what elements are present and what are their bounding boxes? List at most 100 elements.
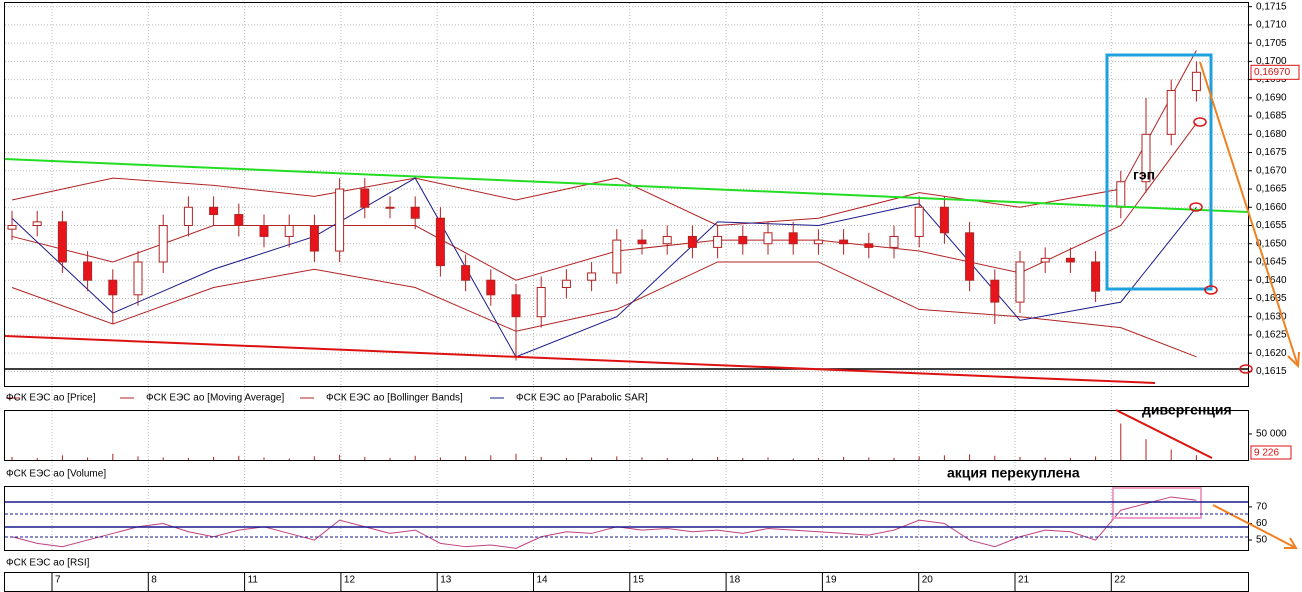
candle-body — [284, 225, 294, 237]
candle-body — [511, 294, 521, 318]
candle-body — [738, 235, 748, 245]
candle-body — [259, 225, 269, 237]
candle-body — [183, 206, 193, 227]
candle-body — [385, 206, 395, 209]
y-tick-label: 50 000 — [1256, 429, 1287, 440]
markers — [1189, 117, 1253, 374]
legend-label: ФСК ЕЭС ао [Bollinger Bands] — [326, 393, 463, 404]
volume-last-label: 9 226 — [1254, 448, 1279, 459]
candle-body — [335, 188, 345, 252]
y-tick-label: 0,1620 — [1256, 348, 1287, 359]
candle-body — [637, 239, 647, 245]
y-tick-label: 0,1690 — [1256, 92, 1287, 103]
y-tick-label: 0,1675 — [1256, 147, 1287, 158]
plot-layer: 0,1615 0,1620 0,1625 0,1630 0,1635 0,1640 0,16… — [5, 1, 1300, 591]
candle-body — [914, 206, 924, 237]
rsi-line — [11, 496, 1197, 549]
candle-body — [133, 261, 143, 296]
y-tick-label: 0,1645 — [1256, 257, 1287, 268]
candle-body — [1065, 257, 1075, 263]
y-tick-label: 70 — [1256, 502, 1268, 513]
y-tick-label: 0,1710 — [1256, 20, 1287, 31]
candle-body — [889, 235, 899, 248]
y-tick-label: 0,1665 — [1256, 184, 1287, 195]
gap-box — [1105, 53, 1213, 291]
candle-body — [57, 221, 67, 263]
x-tick-label: 20 — [922, 575, 934, 586]
last-price-box — [1250, 64, 1300, 80]
x-tick-label: 13 — [440, 575, 452, 586]
y-tick-label: 0,1700 — [1256, 56, 1287, 67]
y-tick-label: 60 — [1256, 518, 1268, 529]
x-tick-label: 12 — [344, 575, 356, 586]
x-tick-label: 19 — [825, 575, 837, 586]
y-tick-label: 0,1705 — [1256, 38, 1287, 49]
candle-body — [813, 239, 823, 245]
y-tick-label: 0,1625 — [1256, 330, 1287, 341]
candle-body — [209, 206, 219, 216]
candle-body — [309, 225, 319, 252]
candle-body — [1141, 133, 1151, 183]
indicator-line — [11, 50, 1197, 227]
candle-body — [965, 232, 975, 281]
candle-body — [7, 225, 17, 230]
legend-label: ФСК ЕЭС ао [Price] — [6, 393, 96, 404]
y-tick-label: 0,1615 — [1256, 366, 1287, 377]
candle-body — [158, 225, 168, 263]
candle-body — [1116, 181, 1126, 208]
candle-body — [108, 279, 118, 296]
x-tick-label: 21 — [1018, 575, 1030, 586]
x-tick-label: 18 — [729, 575, 741, 586]
y-tick-label: 50 — [1256, 535, 1268, 546]
candle-body — [410, 206, 420, 219]
y-tick-label: 0,1640 — [1256, 275, 1287, 286]
candle-body — [990, 279, 1000, 303]
candle-body — [561, 279, 571, 289]
volume-last-box — [1250, 445, 1292, 460]
candle-body — [1091, 261, 1101, 292]
candle-body — [486, 279, 496, 296]
x-tick-label: 14 — [537, 575, 549, 586]
y-tick-label: 0,1630 — [1256, 311, 1287, 322]
rsi-levels — [5, 501, 1248, 538]
legend-label: ФСК ЕЭС ао [Moving Average] — [146, 393, 284, 404]
candle-body — [435, 217, 445, 267]
frames — [4, 2, 1249, 592]
candle-body — [32, 221, 42, 227]
candle-body — [788, 232, 798, 245]
candle-body — [83, 261, 93, 281]
y-tick-label: 0,1635 — [1256, 293, 1287, 304]
x-tick-label: 11 — [248, 575, 259, 586]
candle-body — [1040, 257, 1050, 263]
candle-body — [234, 214, 244, 227]
arrows — [1199, 61, 1300, 549]
y-tick-label: 0,1660 — [1256, 202, 1287, 213]
candle-body — [662, 235, 672, 245]
candle-body — [461, 265, 471, 281]
y-tick-label: 0,1650 — [1256, 238, 1287, 249]
x-tick-label: 8 — [151, 575, 157, 586]
y-tick-label: 0,1655 — [1256, 220, 1287, 231]
support-trendline — [4, 335, 1156, 384]
legend-label: ФСК ЕЭС ао [Parabolic SAR] — [516, 393, 648, 404]
candle-body — [839, 239, 849, 245]
last-price-label: 0,16970 — [1254, 67, 1291, 78]
annotation: дивергенция — [1142, 402, 1232, 418]
resistance-trendline — [4, 158, 1249, 213]
y-tick-label: 0,1670 — [1256, 165, 1287, 176]
candle-body — [1191, 71, 1201, 92]
overbought-box — [1112, 487, 1202, 519]
candle-body — [939, 206, 949, 234]
indicator-line — [11, 177, 1197, 358]
indicator-line — [11, 261, 1197, 358]
x-tick-label: 7 — [55, 575, 61, 586]
candle-body — [713, 235, 723, 248]
annotation: акция перекуплена — [947, 465, 1080, 481]
candle-body — [687, 235, 697, 248]
candle-body — [763, 232, 773, 245]
candle-body — [1015, 261, 1025, 303]
candle-body — [612, 239, 622, 274]
candle-body — [1166, 90, 1176, 135]
